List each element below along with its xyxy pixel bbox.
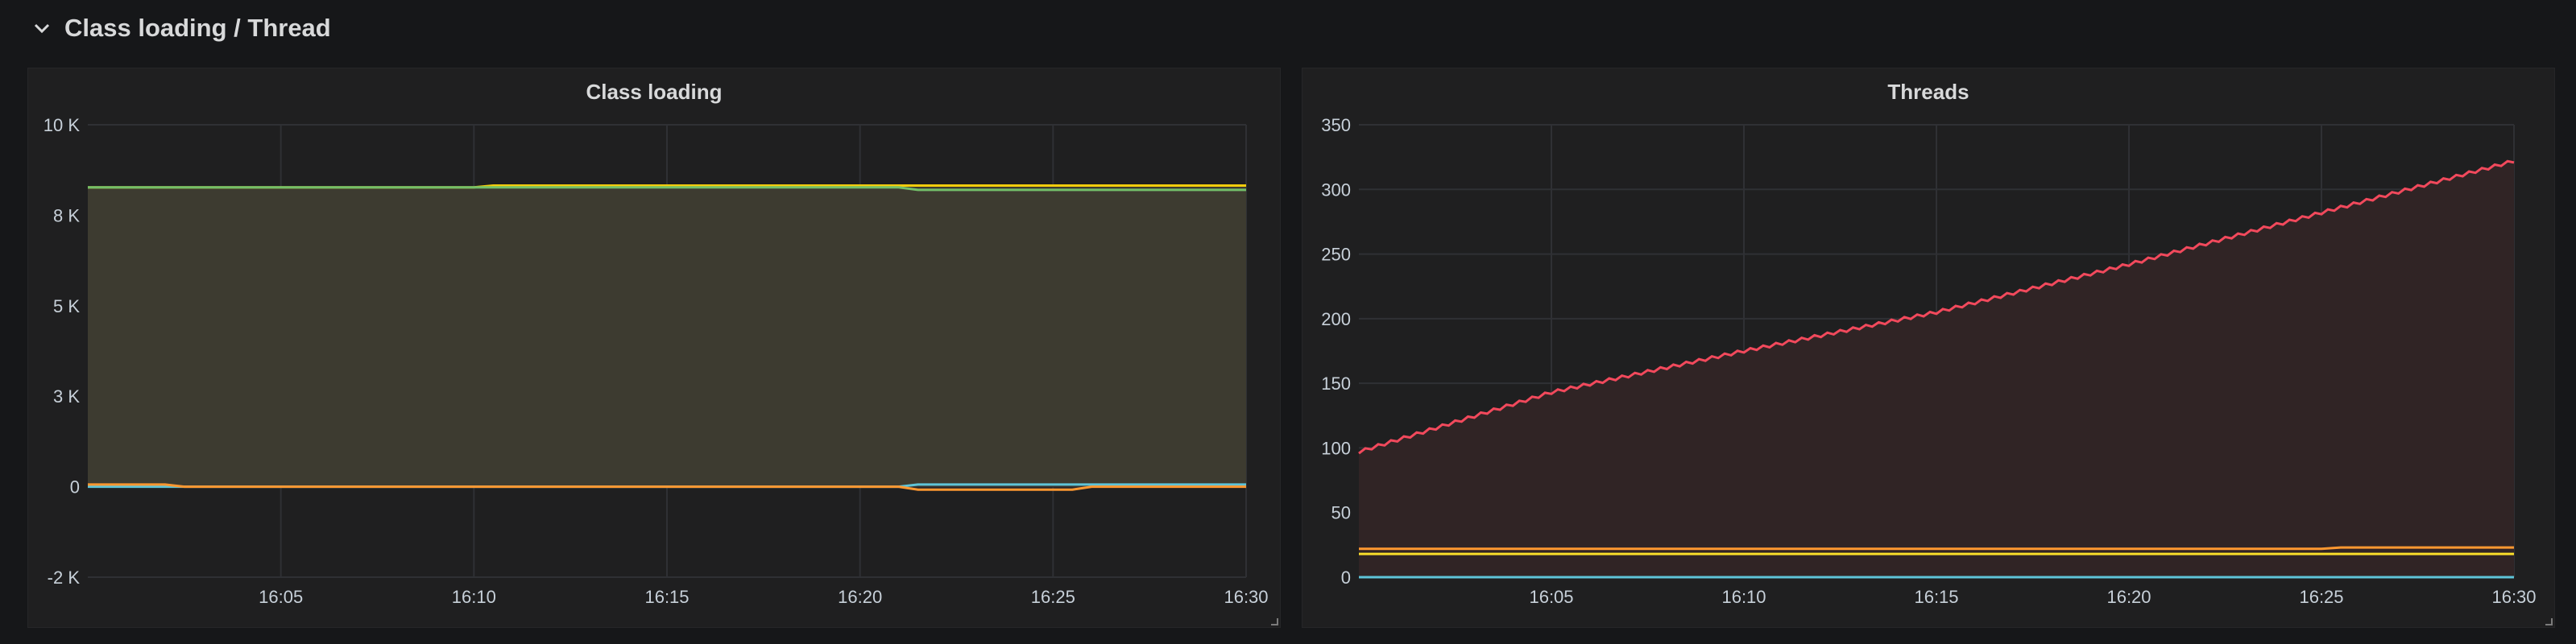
y-tick-label: 350 xyxy=(1321,115,1351,135)
y-tick-label: 200 xyxy=(1321,309,1351,329)
y-tick-label: 10 K xyxy=(43,115,81,135)
x-tick-label: 16:30 xyxy=(2491,587,2536,607)
x-tick-label: 16:30 xyxy=(1224,587,1268,607)
x-tick-label: 16:20 xyxy=(838,587,882,607)
x-tick-label: 16:05 xyxy=(259,587,303,607)
y-tick-label: 250 xyxy=(1321,245,1351,265)
row-title[interactable]: Class loading / Thread xyxy=(64,14,331,42)
chevron-down-icon[interactable] xyxy=(32,19,52,38)
panel-class-loading: Class loading -2 K 0 3 K 5 K 8 K 10 K 16:05 16:… xyxy=(27,68,1281,628)
series-line[interactable] xyxy=(1358,159,2515,455)
series-line[interactable] xyxy=(1359,546,2514,551)
x-tick-label: 16:15 xyxy=(1914,587,1958,607)
series-line[interactable] xyxy=(88,186,1246,192)
y-tick-label: 0 xyxy=(1341,568,1351,588)
x-tick-label: 16:10 xyxy=(452,587,496,607)
y-tick-label: 3 K xyxy=(53,386,80,407)
series-area xyxy=(1359,161,2514,577)
resize-handle-icon[interactable] xyxy=(2543,616,2553,625)
x-tick-label: 16:20 xyxy=(2106,587,2151,607)
panel-threads: Threads 0 50 100 150 200 250 300 350 16:05 16:10 1… xyxy=(1302,68,2555,628)
resize-handle-icon[interactable] xyxy=(1269,616,1278,625)
y-tick-label: 5 K xyxy=(53,296,80,316)
y-tick-label: 8 K xyxy=(53,205,80,225)
panel-title[interactable]: Class loading xyxy=(586,80,723,104)
y-tick-label: 0 xyxy=(70,477,80,497)
y-tick-label: 300 xyxy=(1321,180,1351,200)
row-header[interactable]: Class loading / Thread xyxy=(32,8,331,48)
y-tick-label: 150 xyxy=(1321,374,1351,394)
y-tick-label: 100 xyxy=(1321,438,1351,458)
threads-chart: 0 50 100 150 200 250 300 350 16:05 16:10 16:15 16:2… xyxy=(1321,115,2536,607)
x-tick-label: 16:25 xyxy=(2299,587,2343,607)
panel-title[interactable]: Threads xyxy=(1887,80,1969,104)
class-loading-chart: -2 K 0 3 K 5 K 8 K 10 K 16:05 16:10 16:15 16:20 16… xyxy=(43,115,1269,607)
x-tick-label: 16:25 xyxy=(1031,587,1075,607)
x-tick-label: 16:15 xyxy=(644,587,689,607)
series-area xyxy=(88,185,1246,487)
y-tick-label: -2 K xyxy=(48,568,81,588)
series-line[interactable] xyxy=(88,483,1246,491)
x-tick-label: 16:05 xyxy=(1529,587,1573,607)
y-tick-label: 50 xyxy=(1331,503,1351,523)
x-tick-label: 16:10 xyxy=(1721,587,1766,607)
